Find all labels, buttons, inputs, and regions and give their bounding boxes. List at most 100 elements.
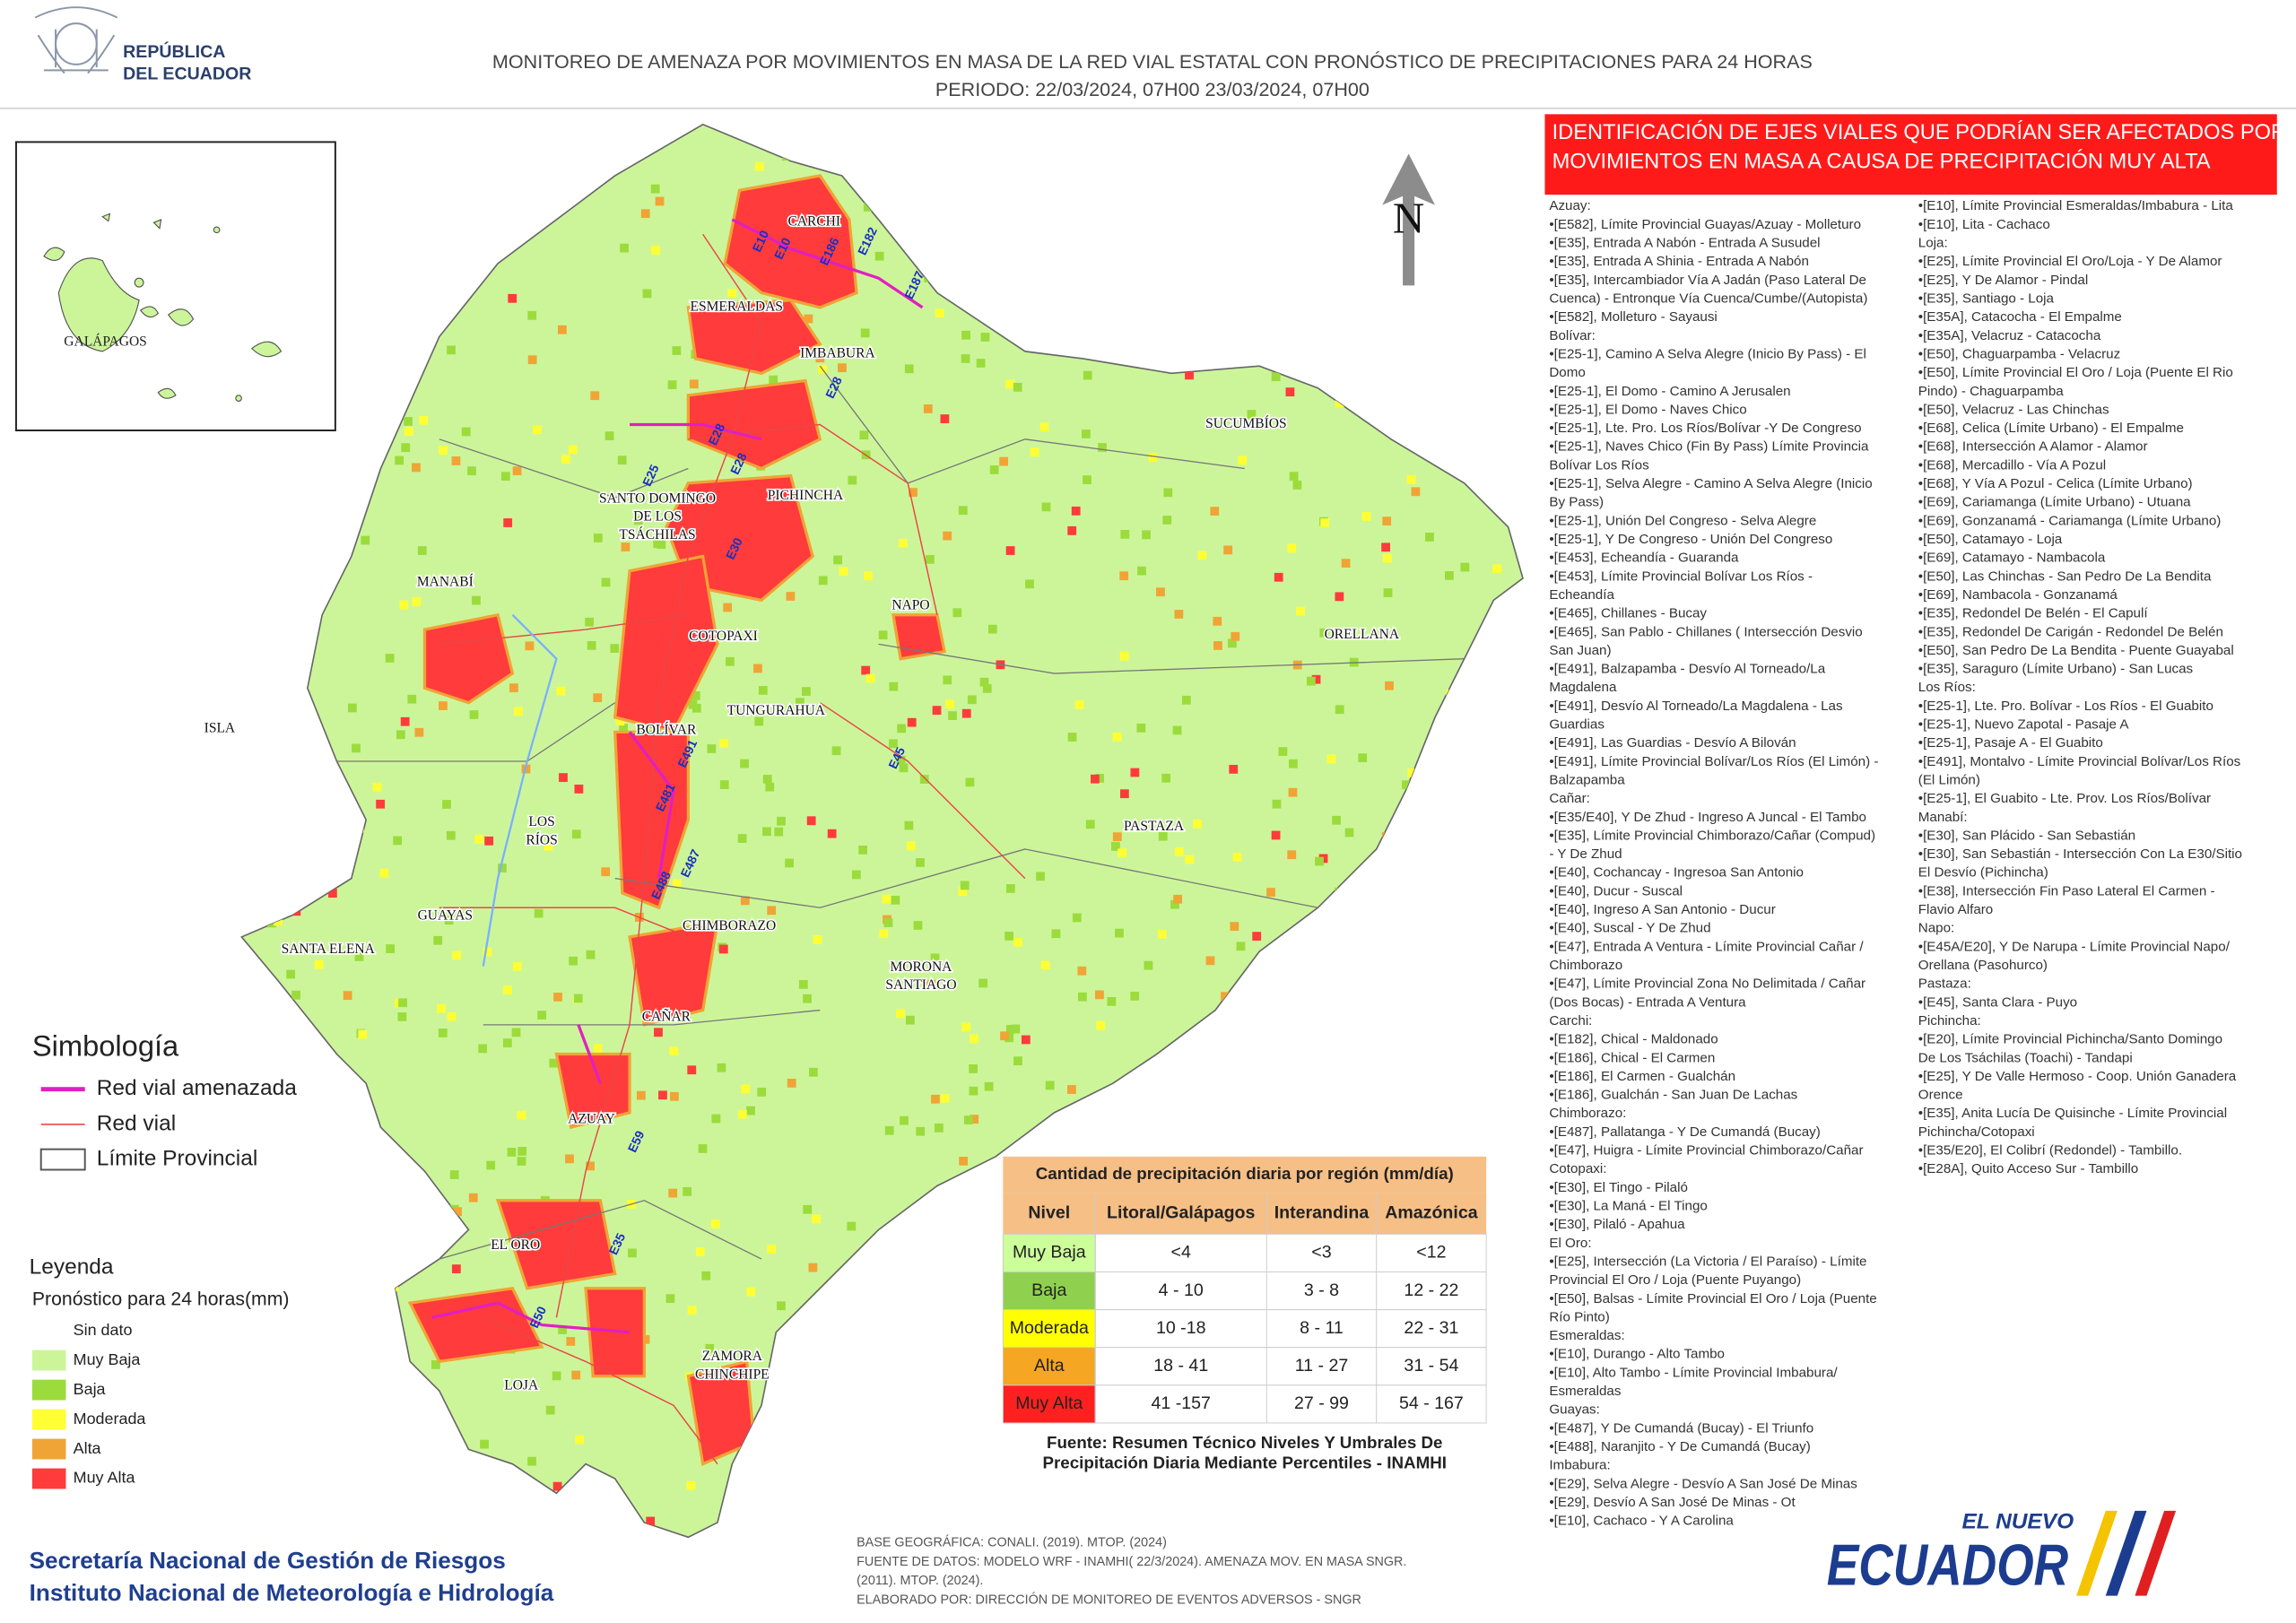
high-rain-area: [554, 1052, 631, 1130]
rain-cell: [561, 455, 570, 464]
rain-cell: [774, 827, 784, 837]
rain-cell: [1142, 530, 1151, 540]
table-cell: 3 - 8: [1304, 1280, 1339, 1300]
rain-cell: [1306, 676, 1316, 686]
table-cell: Muy Baja: [1013, 1243, 1086, 1263]
brand-stripe: [2076, 1510, 2118, 1596]
rain-cell: [1013, 938, 1022, 947]
brand-stripe: [2135, 1510, 2177, 1596]
panel-heading-box: [1544, 114, 2277, 195]
panel-line: •[E69], Cariamanga (Límite Urbano) - Utu…: [1918, 495, 2191, 510]
panel-line: •[E35/E40], Y De Zhud - Ingreso A Juncal…: [1549, 810, 1866, 825]
panel-line: •[E35], Redondel De Belén - El Capulí: [1918, 606, 2149, 621]
rain-cell: [899, 763, 909, 773]
rain-cell: [447, 345, 456, 355]
rain-cell: [503, 985, 512, 995]
panel-line: •[E186], Chical - El Carmen: [1549, 1050, 1715, 1065]
rain-cell: [412, 597, 422, 606]
rain-cell: [960, 881, 970, 890]
rain-cell: [483, 947, 492, 957]
rain-cell: [1013, 1056, 1022, 1066]
rain-cell: [691, 691, 700, 700]
panel-line: •[E25-1], Pasaje A - El Guabito: [1918, 735, 2103, 751]
table-row: [1094, 1309, 1487, 1349]
rain-cell: [891, 895, 900, 905]
rain-cell: [1172, 725, 1182, 735]
rain-cell: [636, 1090, 646, 1100]
rain-cell: [740, 759, 749, 768]
panel-line: •[E465], Chillanes - Bucay: [1549, 606, 1707, 621]
high-rain-area: [495, 1199, 617, 1290]
rain-cell: [948, 711, 957, 721]
rain-cell: [1385, 681, 1394, 690]
rain-cell: [386, 944, 396, 953]
table-row: [1094, 1233, 1487, 1272]
rain-cell: [1163, 488, 1173, 498]
rain-cell: [497, 864, 507, 872]
panel-line: •[E68], Y Vía A Pozul - Celica (Límite U…: [1918, 476, 2193, 491]
table-header-bg: [1003, 1193, 1487, 1235]
rain-cell: [907, 717, 917, 727]
rain-cell: [808, 1263, 818, 1272]
rain-cell: [767, 1245, 777, 1254]
table-row: [1094, 1271, 1487, 1311]
panel-line: •[E491], Balzapamba - Desvío Al Torneado…: [1549, 662, 1825, 677]
rain-cell: [898, 538, 908, 548]
high-rain-area: [422, 612, 515, 705]
rain-cell: [838, 363, 847, 373]
panel-line: Guayas:: [1549, 1402, 1600, 1418]
rain-cell: [961, 330, 970, 340]
panel-line: Los Ríos:: [1918, 680, 1976, 695]
rain-cell: [969, 1034, 978, 1044]
province-label: MANABÍ: [417, 574, 474, 589]
panel-line: Pastaza:: [1918, 976, 1971, 992]
panel-line: •[E488], Naranjito - Y De Cumandá (Bucay…: [1549, 1439, 1810, 1454]
panel-line: •[E465], San Pablo - Chillanes ( Interse…: [1549, 624, 1862, 639]
rain-cell: [753, 664, 762, 673]
panel-line: Chimborazo: [1549, 958, 1622, 973]
rain-cell: [1112, 732, 1122, 742]
rain-cell: [935, 308, 944, 318]
rain-cell: [701, 1271, 711, 1280]
panel-line: Orence: [1918, 1088, 1963, 1103]
rain-cell: [940, 1093, 950, 1103]
panel-line: Río Pinto): [1549, 1309, 1609, 1324]
panel-line: •[E38], Intersección Fin Paso Lateral El…: [1918, 883, 2215, 898]
rain-cell: [527, 355, 537, 365]
rain-cell: [419, 415, 429, 425]
rain-cell: [802, 687, 811, 696]
rain-cell: [1205, 956, 1215, 966]
panel-line: •[E582], Molleturo - Sayausi: [1549, 309, 1717, 325]
rain-cell: [961, 708, 971, 718]
table-cell: 4 - 10: [1159, 1280, 1204, 1300]
rain-cell: [737, 1109, 747, 1119]
panel-line: •[E40], Cochancay - Ingresoa San Antonio: [1549, 865, 1804, 881]
province-label: TSÁCHILAS: [619, 527, 695, 542]
province-label: CHINCHIPE: [695, 1367, 770, 1382]
rain-cell: [1361, 512, 1371, 521]
province-label: SANTA ELENA: [282, 942, 376, 957]
rain-cell: [314, 960, 324, 969]
panel-line: •[E68], Intersección A Alamor - Alamor: [1918, 439, 2148, 455]
rain-cell: [1036, 872, 1045, 881]
rain-cell: [719, 780, 729, 789]
panel-line: •[E50], Chaguarpamba - Velacruz: [1918, 346, 2120, 361]
legend-title: Leyenda: [30, 1254, 114, 1279]
table-level-cell: [1002, 1233, 1096, 1272]
rain-cell: [552, 1481, 562, 1491]
province-limit: [439, 438, 689, 499]
rain-cell: [863, 571, 873, 581]
rain-cell: [923, 404, 933, 413]
symbology-title: Simbología: [32, 1029, 179, 1063]
rain-cell: [291, 990, 300, 1000]
rain-cell: [512, 961, 522, 971]
panel-line: •[E491], Montalvo - Límite Provincial Bo…: [1918, 754, 2241, 769]
rain-cell: [400, 716, 410, 726]
rain-cell: [860, 328, 870, 338]
rain-cell: [502, 1038, 512, 1048]
rain-cell: [831, 746, 841, 756]
symbology-item: Límite Provincial: [97, 1147, 258, 1171]
road: [483, 1316, 718, 1465]
rain-cell: [818, 576, 828, 586]
rain-cell: [906, 841, 916, 851]
